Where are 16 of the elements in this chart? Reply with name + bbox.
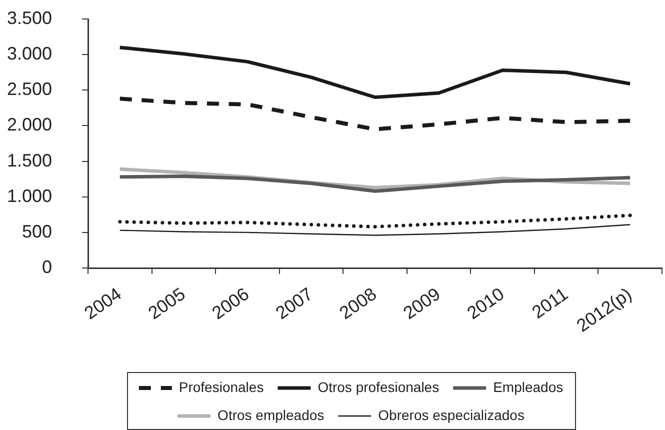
y-tick-label: 500 — [22, 221, 52, 242]
y-tick-label: 0 — [42, 256, 52, 277]
y-tick-label: 3.000 — [6, 44, 52, 64]
y-tick-label: 2.500 — [6, 79, 52, 100]
legend-label: Profesionales — [178, 378, 264, 395]
legend-label: Obreros especializados — [378, 406, 524, 423]
legend-label: Empleados — [493, 378, 564, 395]
legend-label: Otros empleados — [218, 406, 324, 423]
y-tick-label: 3.500 — [6, 8, 52, 28]
line-series — [118, 96, 632, 132]
y-tick-label: 1.500 — [6, 150, 52, 170]
line-series — [118, 214, 632, 228]
y-tick-label: 2.000 — [6, 114, 52, 135]
legend-label: Otros profesionales — [318, 378, 440, 395]
y-tick-label: 1.000 — [6, 186, 52, 206]
x-tick-label: 2011 — [528, 284, 572, 322]
